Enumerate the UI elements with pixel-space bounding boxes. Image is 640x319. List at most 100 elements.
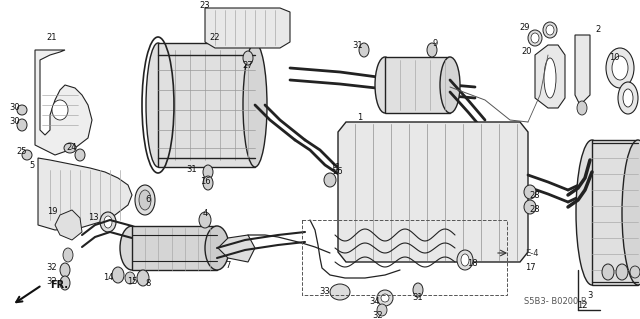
Text: 34: 34 xyxy=(370,298,380,307)
Ellipse shape xyxy=(64,143,76,153)
Polygon shape xyxy=(205,8,290,48)
Text: 20: 20 xyxy=(522,48,532,56)
Ellipse shape xyxy=(546,25,554,35)
Text: 22: 22 xyxy=(210,33,220,42)
Ellipse shape xyxy=(104,216,112,228)
Text: 18: 18 xyxy=(467,259,477,269)
Ellipse shape xyxy=(52,100,68,120)
Ellipse shape xyxy=(60,263,70,277)
Polygon shape xyxy=(218,235,255,262)
Text: 12: 12 xyxy=(577,300,588,309)
Ellipse shape xyxy=(457,250,473,270)
Text: 16: 16 xyxy=(200,177,211,187)
Text: 28: 28 xyxy=(530,205,540,214)
Text: 13: 13 xyxy=(88,213,99,222)
Polygon shape xyxy=(535,45,565,108)
Ellipse shape xyxy=(146,43,170,167)
Ellipse shape xyxy=(63,248,73,262)
Ellipse shape xyxy=(199,212,211,228)
Ellipse shape xyxy=(75,149,85,161)
Text: 11: 11 xyxy=(330,164,340,173)
Polygon shape xyxy=(575,35,590,105)
Text: 29: 29 xyxy=(520,24,531,33)
Text: 26: 26 xyxy=(333,167,343,176)
Ellipse shape xyxy=(139,190,151,210)
Text: 31: 31 xyxy=(353,41,364,49)
Ellipse shape xyxy=(100,212,116,232)
Polygon shape xyxy=(35,50,92,155)
Text: S5B3- B0200 B: S5B3- B0200 B xyxy=(524,298,586,307)
Ellipse shape xyxy=(544,58,556,98)
Polygon shape xyxy=(338,122,528,262)
Ellipse shape xyxy=(120,226,144,270)
Text: 23: 23 xyxy=(200,1,211,10)
Text: 28: 28 xyxy=(530,190,540,199)
Ellipse shape xyxy=(524,185,536,199)
Text: 15: 15 xyxy=(127,278,137,286)
Polygon shape xyxy=(38,158,132,230)
Ellipse shape xyxy=(618,82,638,114)
Ellipse shape xyxy=(543,22,557,38)
Ellipse shape xyxy=(606,48,634,88)
Text: 5: 5 xyxy=(29,160,35,169)
Ellipse shape xyxy=(135,185,155,215)
Ellipse shape xyxy=(22,150,32,160)
Text: 17: 17 xyxy=(525,263,535,272)
Ellipse shape xyxy=(205,226,229,270)
Text: 30: 30 xyxy=(10,103,20,113)
Text: 24: 24 xyxy=(67,143,77,152)
Ellipse shape xyxy=(203,165,213,179)
Text: 33: 33 xyxy=(319,287,330,296)
Ellipse shape xyxy=(330,284,350,300)
Ellipse shape xyxy=(602,264,614,280)
Ellipse shape xyxy=(524,200,536,214)
Ellipse shape xyxy=(125,272,135,284)
Text: 8: 8 xyxy=(145,279,150,288)
Ellipse shape xyxy=(612,56,628,80)
Text: 30: 30 xyxy=(10,117,20,127)
Ellipse shape xyxy=(60,276,70,290)
Ellipse shape xyxy=(377,304,387,316)
Text: 32: 32 xyxy=(47,263,58,272)
Ellipse shape xyxy=(17,105,27,115)
Text: 10: 10 xyxy=(609,54,620,63)
Ellipse shape xyxy=(440,57,460,113)
Text: 31: 31 xyxy=(413,293,423,302)
Ellipse shape xyxy=(616,264,628,280)
Bar xyxy=(385,57,450,113)
Ellipse shape xyxy=(17,119,27,131)
Text: 32: 32 xyxy=(372,310,383,319)
Bar xyxy=(158,43,255,167)
Ellipse shape xyxy=(528,30,542,46)
Ellipse shape xyxy=(375,57,395,113)
Text: 2: 2 xyxy=(595,26,600,34)
Ellipse shape xyxy=(427,43,437,57)
Ellipse shape xyxy=(531,33,539,43)
Ellipse shape xyxy=(413,283,423,297)
Ellipse shape xyxy=(377,290,393,306)
Ellipse shape xyxy=(461,254,469,266)
Text: 21: 21 xyxy=(47,33,57,42)
Text: 1: 1 xyxy=(357,114,363,122)
Text: 4: 4 xyxy=(202,209,207,218)
Text: 9: 9 xyxy=(433,39,438,48)
Ellipse shape xyxy=(243,43,267,167)
Ellipse shape xyxy=(381,294,389,302)
Ellipse shape xyxy=(324,173,336,187)
Ellipse shape xyxy=(203,176,213,190)
Ellipse shape xyxy=(576,140,608,285)
Text: FR.: FR. xyxy=(50,280,68,290)
Ellipse shape xyxy=(359,43,369,57)
Bar xyxy=(132,226,217,270)
Text: 3: 3 xyxy=(588,291,593,300)
Text: 19: 19 xyxy=(47,207,57,217)
Ellipse shape xyxy=(623,89,633,107)
Bar xyxy=(592,140,638,285)
Text: 14: 14 xyxy=(103,273,113,283)
Ellipse shape xyxy=(243,51,253,65)
Text: E-4: E-4 xyxy=(525,249,538,257)
Ellipse shape xyxy=(112,267,124,283)
Text: 27: 27 xyxy=(243,61,253,70)
Bar xyxy=(302,220,507,295)
Ellipse shape xyxy=(630,266,640,278)
